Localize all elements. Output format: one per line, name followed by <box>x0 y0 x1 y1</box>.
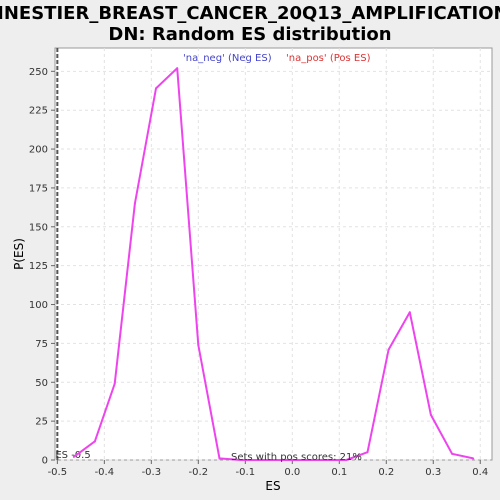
legend-entry: 'na_neg' (Neg ES) <box>183 53 272 64</box>
data-point <box>93 440 96 443</box>
y-tick-label: 100 <box>29 300 48 311</box>
y-tick-label: 50 <box>35 378 48 389</box>
data-point <box>260 459 263 461</box>
plot-area <box>54 47 493 461</box>
data-point <box>408 311 411 314</box>
data-point <box>303 459 306 461</box>
y-tick-label: 200 <box>29 145 48 156</box>
legend: 'na_neg' (Neg ES) 'na_pos' (Pos ES) <box>183 53 371 64</box>
y-tick-label: 75 <box>35 339 48 350</box>
data-point <box>472 457 475 460</box>
data-point <box>345 459 348 461</box>
x-tick-label: 0.3 <box>425 467 441 478</box>
data-point <box>197 343 200 346</box>
data-point <box>155 87 158 90</box>
y-tick-label: 125 <box>29 261 48 272</box>
data-point <box>387 348 390 351</box>
data-point <box>133 202 136 205</box>
data-point <box>281 459 284 461</box>
chart-title-line-1: GINESTIER_BREAST_CANCER_20Q13_AMPLIFICAT… <box>0 3 500 24</box>
legend-entry: 'na_pos' (Pos ES) <box>286 53 371 64</box>
data-point <box>176 67 179 70</box>
series-line <box>73 67 474 461</box>
x-tick-label: 0.2 <box>378 467 394 478</box>
data-point <box>429 413 432 416</box>
y-tick-label: 175 <box>29 183 48 194</box>
data-point <box>239 459 242 461</box>
y-tick-label: 250 <box>29 67 48 78</box>
data-point <box>366 451 369 454</box>
x-tick-label: -0.4 <box>95 467 115 478</box>
y-axis: 0 25 50 75 100 125 150 175 200 225 250 <box>29 67 55 467</box>
x-tick-label: 0.4 <box>472 467 488 478</box>
x-tick-label: -0.5 <box>48 467 68 478</box>
y-tick-label: 0 <box>42 456 48 467</box>
data-point <box>72 455 75 458</box>
es-line-label: ES -0.5 <box>55 450 90 461</box>
grid <box>55 48 492 461</box>
y-axis-label: P(ES) <box>12 238 26 270</box>
data-point <box>113 382 116 385</box>
x-tick-label: -0.3 <box>142 467 162 478</box>
x-tick-label: 0.0 <box>284 467 300 478</box>
y-tick-label: 25 <box>35 417 48 428</box>
x-axis-label: ES <box>265 479 280 493</box>
data-point <box>451 452 454 455</box>
x-tick-label: 0.1 <box>331 467 347 478</box>
pos-scores-annotation: Sets with pos scores: 21% <box>231 452 362 463</box>
x-axis: -0.5 -0.4 -0.3 -0.2 -0.1 0.0 0.1 0.2 0.3 0.4 <box>48 460 488 478</box>
chart-title-line-2: DN: Random ES distribution <box>108 24 391 45</box>
es-marker: ES -0.5 <box>55 48 91 461</box>
data-point <box>218 457 221 460</box>
y-tick-label: 150 <box>29 222 48 233</box>
x-tick-label: -0.2 <box>189 467 209 478</box>
data-point <box>324 459 327 461</box>
series-group <box>72 67 475 461</box>
y-tick-label: 225 <box>29 106 48 117</box>
x-tick-label: -0.1 <box>236 467 256 478</box>
